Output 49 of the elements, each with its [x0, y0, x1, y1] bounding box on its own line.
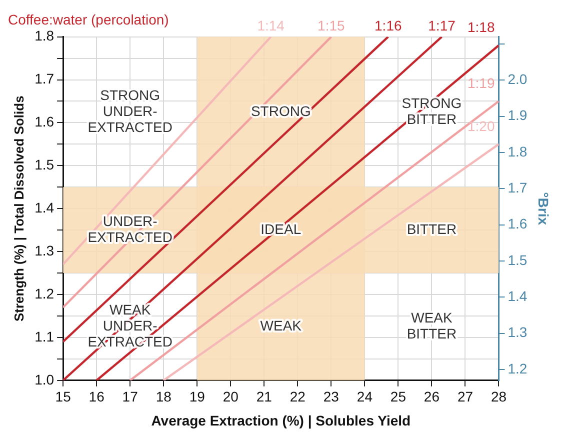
y2-axis-title: °Brix	[536, 192, 552, 226]
series-label: 1:14	[257, 18, 285, 34]
x-axis-title: Average Extraction (%) | Solubles Yield	[151, 412, 411, 430]
series-label: 1:18	[467, 19, 495, 36]
x-tick-label: 27	[457, 388, 474, 405]
x-tick-label: 19	[189, 388, 206, 405]
annotation: STRONG	[250, 102, 311, 119]
y2-tick-label: 1.6	[508, 216, 528, 232]
chart-title: Coffee:water (percolation)	[8, 11, 169, 28]
series-label: 1:15	[318, 18, 346, 34]
y-tick-label: 1.7	[34, 70, 54, 87]
y2-tick-label: 1.7	[508, 180, 528, 196]
x-tick-label: 25	[390, 388, 406, 405]
annotation: WEAK BITTER	[406, 310, 457, 342]
annotation: BITTER	[406, 220, 457, 237]
y2-tick-label: 2.0	[508, 71, 528, 88]
y2-tick-label: 1.5	[508, 252, 528, 268]
annotation: STRONG UNDER- EXTRACTED	[88, 86, 172, 135]
y-tick-label: 1.5	[34, 156, 54, 173]
y-tick-label: 1.6	[34, 114, 54, 130]
y-axis-title: Strength (%) | Total Dissolved Solids	[11, 96, 26, 322]
y-tick-label: 1.0	[34, 371, 54, 388]
y2-tick-label: 1.8	[508, 143, 528, 160]
y2-tick-label: 1.9	[508, 107, 528, 124]
x-tick-label: 28	[490, 388, 507, 405]
x-tick-label: 26	[424, 388, 440, 405]
x-tick-label: 21	[256, 388, 272, 405]
y-tick-label: 1.1	[34, 328, 54, 344]
x-tick-label: 22	[290, 388, 306, 405]
y2-tick-label: 1.3	[508, 324, 528, 340]
y-tick-label: 1.8	[34, 28, 54, 44]
y-tick-label: 1.3	[34, 242, 54, 258]
series-label: 1:16	[374, 18, 402, 34]
x-tick-label: 18	[156, 388, 172, 405]
x-tick-label: 20	[222, 388, 239, 405]
x-tick-label: 23	[323, 388, 340, 405]
series-label: 1:20	[467, 118, 495, 134]
x-tick-label: 15	[55, 388, 72, 405]
series-label: 1:19	[467, 75, 495, 92]
x-tick-label: 16	[88, 388, 105, 405]
series-label: 1:17	[428, 18, 456, 34]
y-tick-label: 1.4	[34, 199, 54, 216]
y-tick-label: 1.2	[34, 285, 54, 302]
x-tick-label: 24	[356, 388, 373, 405]
y2-tick-label: 1.4	[508, 288, 528, 304]
y2-tick-label: 1.2	[508, 360, 528, 376]
x-tick-label: 17	[122, 388, 138, 405]
annotation: WEAK	[260, 318, 302, 334]
annotation: UNDER- EXTRACTED	[88, 212, 172, 245]
